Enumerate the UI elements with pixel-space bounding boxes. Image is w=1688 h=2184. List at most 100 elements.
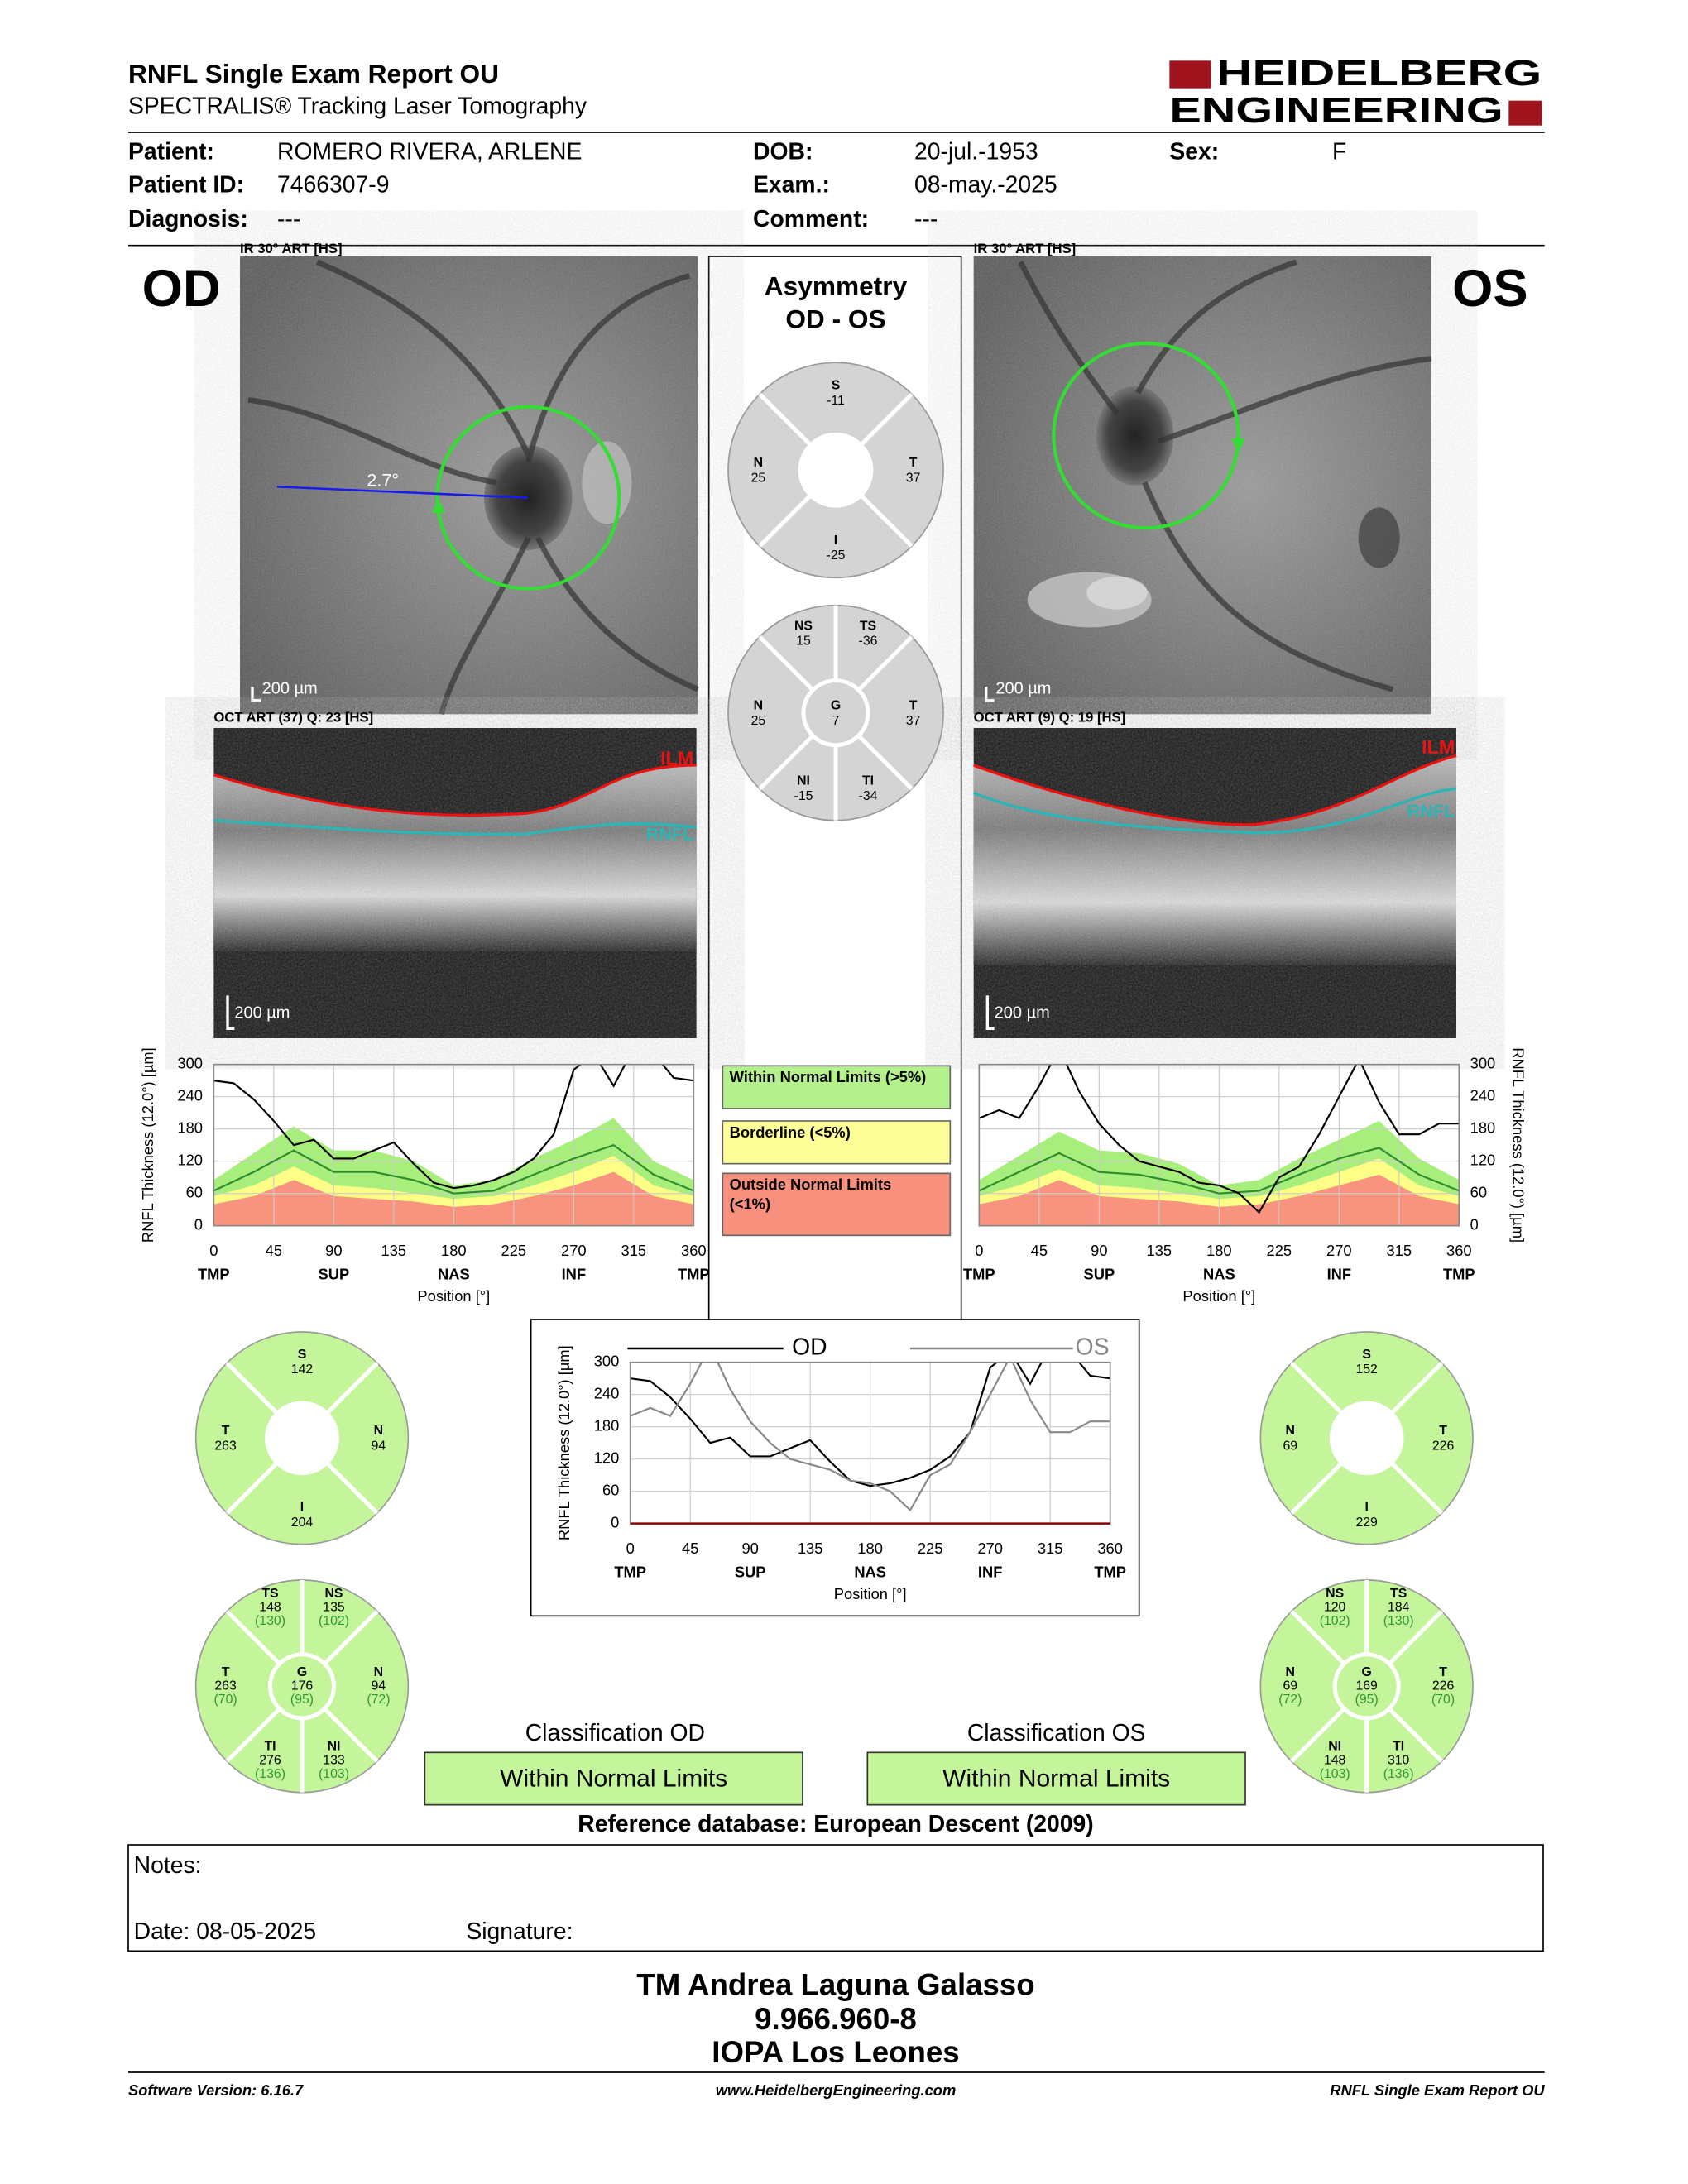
sector-label: TS	[860, 619, 876, 633]
sector-normal: (130)	[1383, 1614, 1414, 1628]
footer-text: www.HeidelbergEngineering.com	[716, 2081, 957, 2099]
y-tick-label: 240	[594, 1385, 620, 1402]
scale-label: 200 µm	[995, 680, 1051, 698]
sector-label: NI	[797, 774, 810, 788]
y-tick-label: 0	[194, 1216, 203, 1233]
y-tick-label: 60	[186, 1184, 203, 1201]
sector-label: N	[1286, 1665, 1295, 1679]
sector-normal: (102)	[319, 1614, 349, 1628]
sector-label: G	[1362, 1665, 1372, 1679]
x-region-label: NAS	[854, 1564, 886, 1581]
y-axis-label: RNFL Thickness (12.0°) [µm]	[1509, 1047, 1527, 1243]
field-label: DOB:	[753, 138, 813, 165]
sector-normal: (95)	[1355, 1693, 1379, 1707]
sector-value: 184	[1388, 1601, 1410, 1615]
sector-divider	[1389, 1361, 1444, 1415]
scale-label: 200 µm	[995, 1003, 1050, 1022]
sector-divider	[323, 1609, 379, 1665]
sector-value: 94	[372, 1439, 386, 1454]
sector-label: N	[374, 1665, 383, 1679]
x-region-label: INF	[562, 1266, 587, 1283]
sector-label: NS	[325, 1587, 343, 1601]
x-tick-label: 45	[266, 1242, 282, 1259]
sector-value: 276	[259, 1753, 281, 1767]
field-label: Patient ID:	[128, 171, 244, 198]
sector-label: N	[754, 699, 763, 713]
sector-value: 133	[323, 1753, 345, 1767]
thickness-line	[630, 1362, 1110, 1512]
y-axis-label: RNFL Thickness (12.0°) [µm]	[139, 1047, 156, 1243]
sector-normal: (70)	[214, 1693, 237, 1707]
x-tick-label: 135	[1147, 1242, 1172, 1259]
x-region-label: TMP	[1094, 1564, 1126, 1581]
image-label: OCT ART (37) Q: 23 [HS]	[213, 710, 373, 726]
x-tick-label: 360	[1446, 1242, 1472, 1259]
reference-db: Reference database: European Descent (20…	[578, 1811, 1093, 1837]
x-axis-label: Position [°]	[834, 1585, 907, 1602]
logo-text: HEIDELBERG	[1216, 54, 1542, 93]
x-tick-label: 45	[682, 1540, 698, 1557]
sector-label: S	[298, 1348, 307, 1362]
sector-center	[798, 432, 874, 508]
sector-label: N	[1286, 1424, 1295, 1438]
x-axis-label: Position [°]	[1182, 1287, 1255, 1305]
thickness-line	[979, 1064, 1460, 1214]
sector-label: TS	[261, 1587, 278, 1601]
sector-divider	[325, 1361, 379, 1415]
x-region-label: NAS	[1203, 1266, 1235, 1283]
x-tick-label: 270	[561, 1242, 587, 1259]
x-tick-label: 225	[501, 1242, 527, 1259]
y-tick-label: 300	[594, 1353, 620, 1370]
x-tick-label: 360	[1097, 1540, 1123, 1557]
sector-divider	[859, 493, 914, 548]
field-label: Sex:	[1169, 138, 1219, 165]
x-tick-label: 90	[1091, 1242, 1107, 1259]
sector-label: S	[1362, 1348, 1371, 1362]
sector-normal: (103)	[1320, 1767, 1350, 1781]
y-axis-label: RNFL Thickness (12.0°) [µm]	[555, 1345, 573, 1540]
sector-value: -15	[794, 789, 813, 803]
sector-value: 120	[1324, 1601, 1346, 1615]
sector-value: 25	[751, 714, 766, 728]
sector-value: 69	[1283, 1679, 1297, 1693]
x-tick-label: 0	[209, 1242, 218, 1259]
sector-label: NS	[1326, 1587, 1344, 1601]
legend-label: Borderline (<5%)	[730, 1123, 851, 1141]
normative-median	[979, 1147, 1460, 1195]
y-tick-label: 120	[1470, 1152, 1496, 1169]
field-value: F	[1332, 138, 1346, 165]
logo-block	[1169, 60, 1211, 89]
scale-label: 200 µm	[234, 1003, 290, 1022]
sector-divider	[325, 1461, 379, 1515]
field-value: ---	[277, 206, 300, 232]
sector-normal: (95)	[290, 1693, 314, 1707]
plot-frame	[213, 1063, 695, 1227]
sector-value: 226	[1432, 1439, 1455, 1454]
x-tick-label: 45	[1031, 1242, 1048, 1259]
y-tick-label: 240	[177, 1087, 203, 1104]
sector-divider	[1290, 1361, 1344, 1415]
sector-value: 148	[259, 1601, 281, 1615]
field-value: ROMERO RIVERA, ARLENE	[277, 138, 582, 165]
sector-value: 148	[1324, 1753, 1346, 1767]
y-tick-label: 180	[1470, 1119, 1496, 1137]
os-oct-image	[973, 728, 1457, 1038]
sector-value: -25	[827, 548, 846, 563]
x-tick-label: 315	[1038, 1540, 1063, 1557]
x-tick-label: 0	[975, 1242, 983, 1259]
signer-line: 9.966.960-8	[755, 2002, 917, 2036]
field-value: ---	[914, 206, 938, 232]
sector-normal: (72)	[367, 1693, 390, 1707]
sector-value: 176	[291, 1679, 314, 1693]
thickness-line	[213, 1064, 694, 1190]
sector-label: TI	[1393, 1740, 1404, 1754]
legend-swatch	[722, 1172, 952, 1237]
notes-box	[127, 1844, 1544, 1952]
x-tick-label: 135	[798, 1540, 823, 1557]
classification-box	[866, 1751, 1246, 1806]
x-region-label: TMP	[963, 1266, 995, 1283]
y-tick-label: 300	[1470, 1055, 1496, 1072]
x-region-label: SUP	[318, 1266, 349, 1283]
sector-label: S	[832, 379, 841, 393]
x-region-label: TMP	[1443, 1266, 1475, 1283]
